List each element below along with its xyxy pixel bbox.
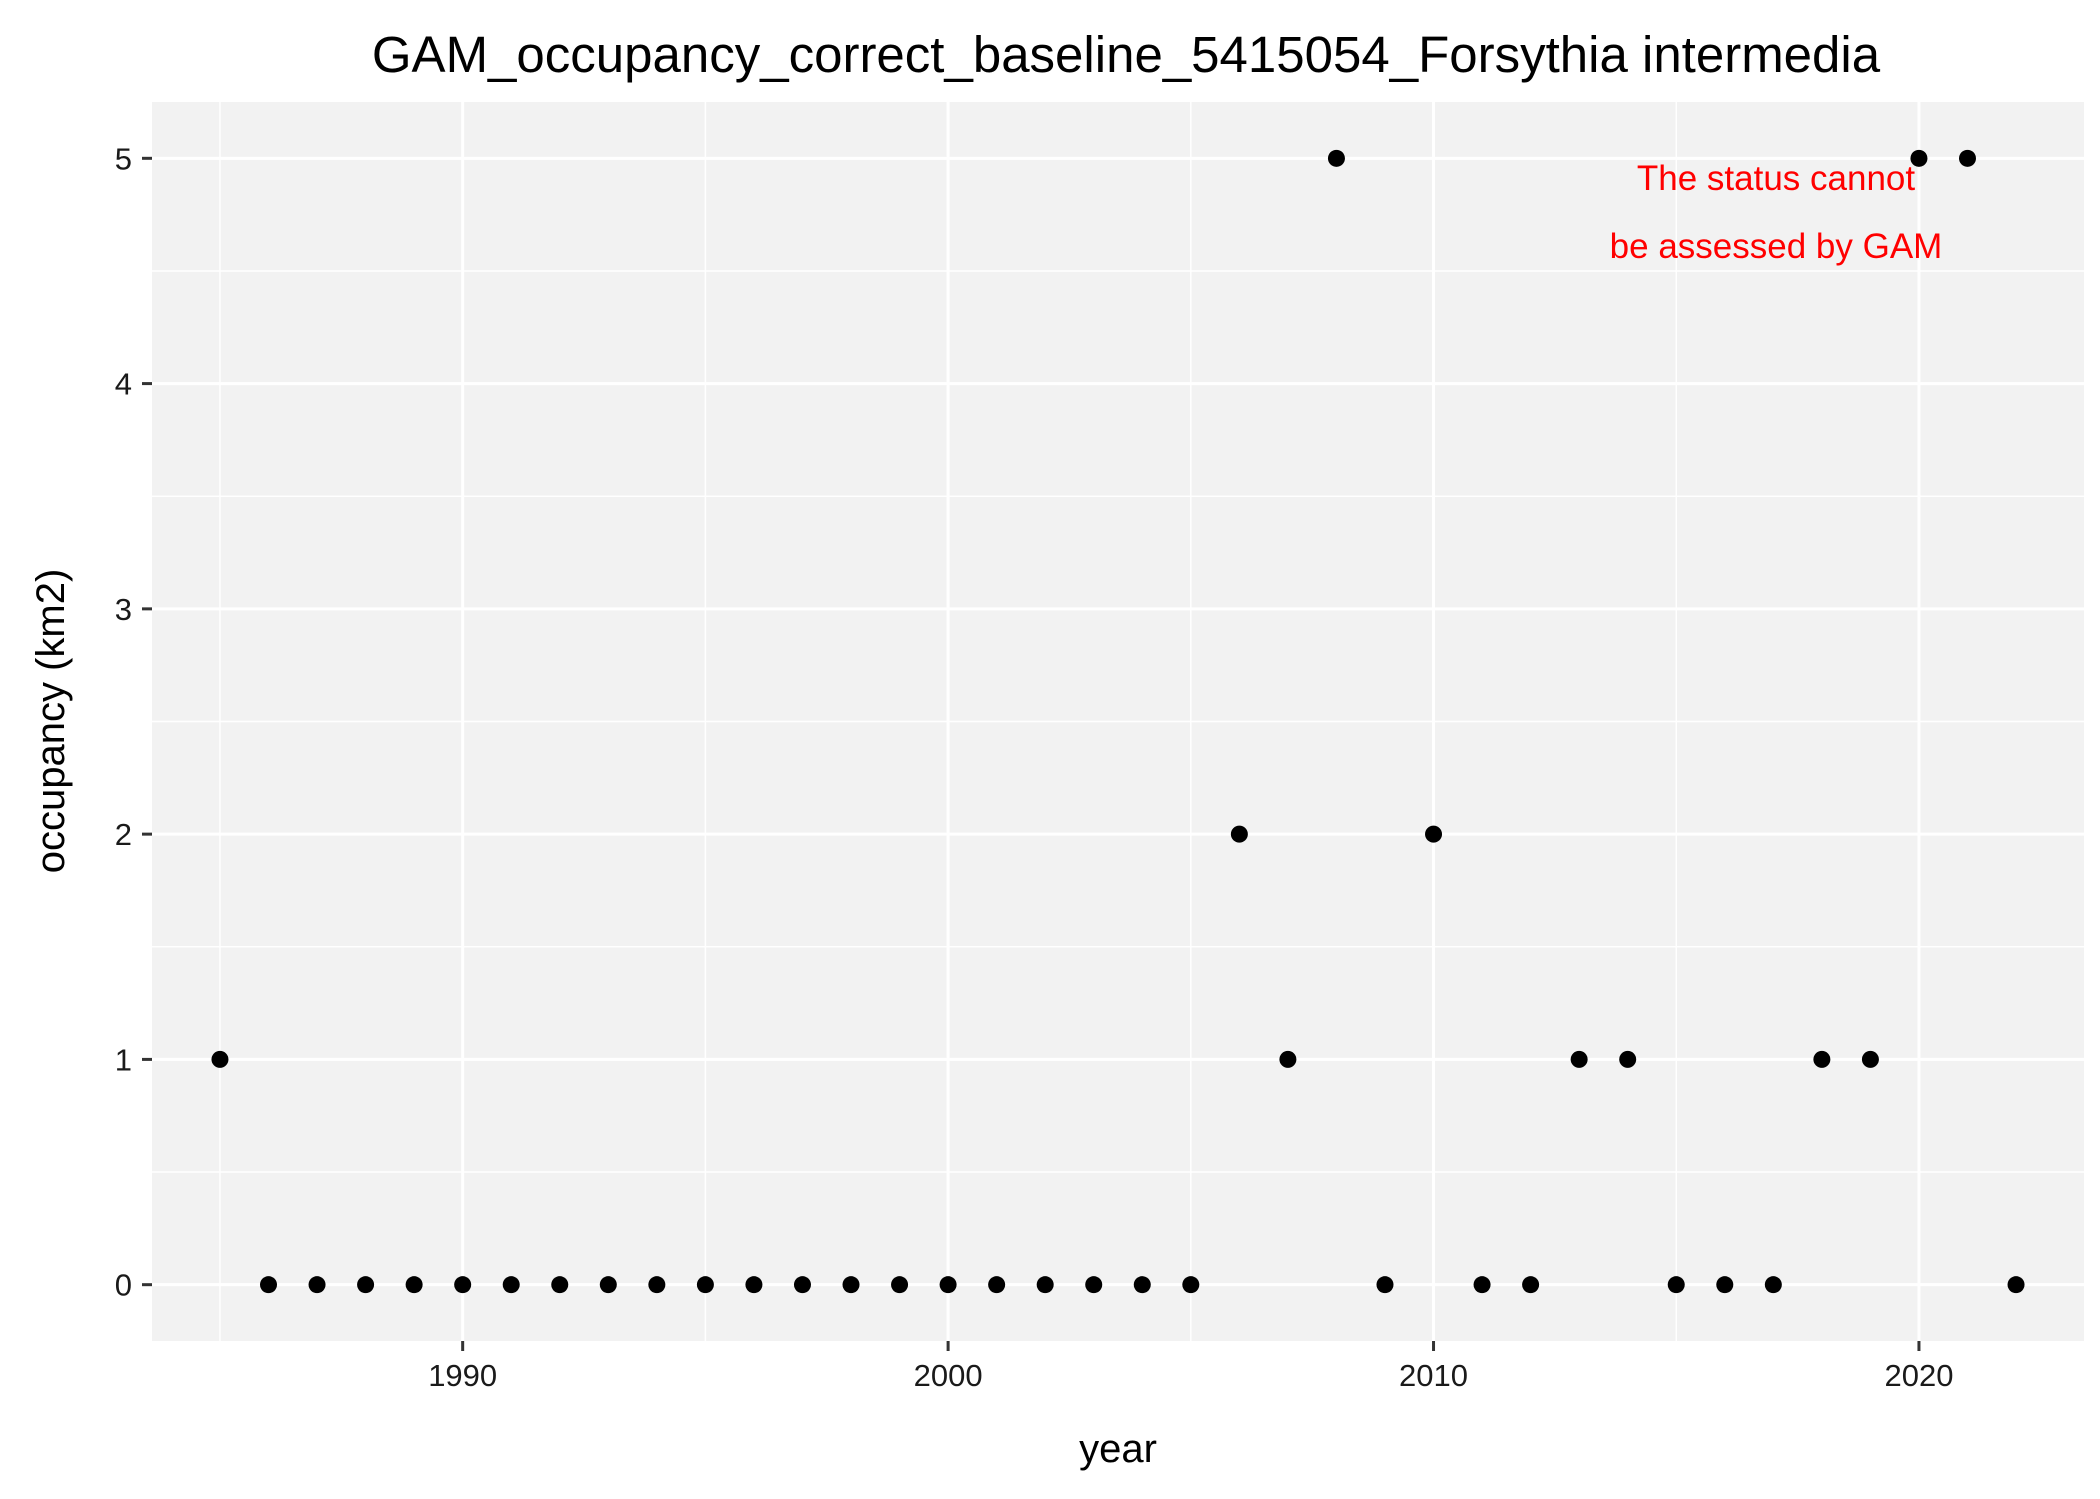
data-point: [745, 1276, 763, 1294]
data-point: [454, 1276, 472, 1294]
data-point: [696, 1276, 714, 1294]
y-tick-label: 2: [115, 817, 132, 852]
data-point: [1182, 1276, 1200, 1294]
data-point: [1327, 149, 1345, 167]
data-point: [211, 1050, 229, 1068]
data-points: [211, 149, 2025, 1294]
data-point: [1133, 1276, 1151, 1294]
data-point: [939, 1276, 957, 1294]
chart-title: GAM_occupancy_correct_baseline_5415054_F…: [372, 26, 1881, 83]
y-tick-label: 5: [115, 141, 132, 176]
grid-major: [152, 102, 2084, 1341]
data-point: [1861, 1050, 1879, 1068]
data-point: [405, 1276, 423, 1294]
data-point: [308, 1276, 326, 1294]
data-point: [1813, 1050, 1831, 1068]
y-axis: 0 1 2 3 4 5: [115, 141, 152, 1303]
x-axis-title: year: [1079, 1427, 1157, 1471]
data-point: [793, 1276, 811, 1294]
data-point: [648, 1276, 666, 1294]
x-tick-label: 1990: [428, 1358, 497, 1393]
data-point: [1473, 1276, 1491, 1294]
x-axis: 1990 2000 2010 2020: [428, 1341, 1953, 1393]
data-point: [1425, 825, 1443, 843]
data-point: [599, 1276, 617, 1294]
x-tick-label: 2020: [1884, 1358, 1953, 1393]
data-point: [988, 1276, 1006, 1294]
data-point: [1230, 825, 1248, 843]
data-point: [260, 1276, 278, 1294]
data-point: [842, 1276, 860, 1294]
data-point: [551, 1276, 569, 1294]
data-point: [1764, 1276, 1782, 1294]
y-axis-title: occupancy (km2): [29, 569, 73, 874]
data-point: [891, 1276, 909, 1294]
data-point: [1036, 1276, 1054, 1294]
data-point: [2007, 1276, 2025, 1294]
data-point: [1376, 1276, 1394, 1294]
annotation-line-1: The status cannot: [1637, 159, 1915, 198]
data-point: [1619, 1050, 1637, 1068]
data-point: [1085, 1276, 1103, 1294]
data-point: [1522, 1276, 1540, 1294]
grid-minor: [152, 102, 2084, 1341]
y-tick-label: 3: [115, 592, 132, 627]
y-tick-label: 4: [115, 367, 132, 402]
y-tick-label: 1: [115, 1042, 132, 1077]
data-point: [1279, 1050, 1297, 1068]
annotation: The status cannot be assessed by GAM: [1610, 159, 1943, 266]
data-point: [502, 1276, 520, 1294]
data-point: [1667, 1276, 1685, 1294]
data-point: [1910, 149, 1928, 167]
data-point: [1716, 1276, 1734, 1294]
data-point: [357, 1276, 375, 1294]
data-point: [1958, 149, 1976, 167]
y-tick-label: 0: [115, 1268, 132, 1303]
x-tick-label: 2010: [1399, 1358, 1468, 1393]
data-point: [1570, 1050, 1588, 1068]
annotation-line-2: be assessed by GAM: [1610, 227, 1943, 266]
x-tick-label: 2000: [914, 1358, 983, 1393]
